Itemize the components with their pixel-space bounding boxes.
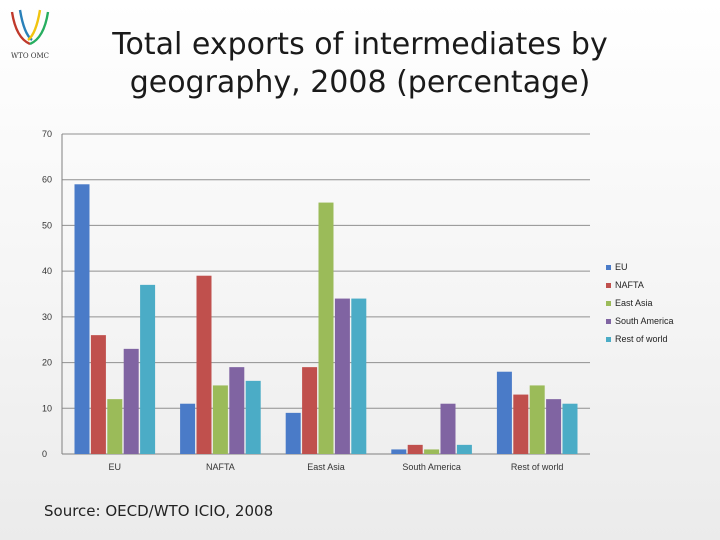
chart-legend: EU NAFTA East Asia South America Rest of wor…: [606, 258, 674, 348]
bar: [90, 335, 106, 454]
legend-swatch: [606, 336, 611, 342]
title-line-1: Total exports of intermediates by: [112, 27, 608, 62]
y-tick-label: 20: [42, 358, 52, 368]
bar: [424, 449, 440, 454]
bar: [245, 380, 261, 454]
y-tick-label: 60: [42, 175, 52, 185]
bar: [562, 403, 578, 454]
y-tick-label: 40: [42, 266, 52, 276]
x-tick-label: East Asia: [307, 462, 345, 472]
bar: [496, 371, 512, 454]
bar: [212, 385, 228, 454]
legend-item: EU: [606, 258, 674, 276]
legend-swatch: [606, 318, 611, 324]
legend-item: NAFTA: [606, 276, 674, 294]
legend-label: Rest of world: [615, 334, 668, 344]
y-tick-label: 30: [42, 312, 52, 322]
x-tick-label: South America: [402, 462, 461, 472]
legend-swatch: [606, 282, 611, 288]
source-note: Source: OECD/WTO ICIO, 2008: [44, 502, 274, 520]
legend-item: South America: [606, 312, 674, 330]
bar: [140, 284, 156, 454]
wto-logo: WTO OMC: [10, 9, 50, 60]
bar: [74, 184, 90, 455]
bar: [407, 444, 423, 454]
x-tick-label: EU: [109, 462, 122, 472]
bar: [440, 403, 456, 454]
legend-item: East Asia: [606, 294, 674, 312]
bar: [302, 367, 318, 454]
legend-label: East Asia: [615, 298, 653, 308]
bar: [351, 298, 367, 454]
legend-swatch: [606, 264, 611, 270]
bar: [107, 399, 123, 454]
bar: [391, 449, 407, 454]
bar: [229, 367, 245, 454]
bar: [196, 275, 212, 454]
page-title: Total exports of intermediates by geogra…: [70, 26, 650, 102]
bar: [180, 403, 196, 454]
logo-text: WTO OMC: [11, 52, 49, 60]
y-tick-label: 10: [42, 403, 52, 413]
legend-swatch: [606, 300, 611, 306]
bar: [318, 202, 334, 454]
bar: [513, 394, 529, 454]
bar: [456, 444, 472, 454]
legend-label: South America: [615, 316, 674, 326]
legend-item: Rest of world: [606, 330, 674, 348]
title-line-2: geography, 2008 (percentage): [129, 65, 591, 100]
bar: [123, 348, 139, 454]
bar: [334, 298, 350, 454]
legend-label: EU: [615, 262, 628, 272]
bar: [546, 399, 562, 454]
bar: [285, 412, 301, 454]
x-tick-label: Rest of world: [511, 462, 564, 472]
y-tick-label: 70: [42, 129, 52, 139]
bar: [529, 385, 545, 454]
legend-label: NAFTA: [615, 280, 644, 290]
y-tick-label: 0: [42, 449, 47, 459]
x-tick-label: NAFTA: [206, 462, 235, 472]
y-tick-label: 50: [42, 220, 52, 230]
